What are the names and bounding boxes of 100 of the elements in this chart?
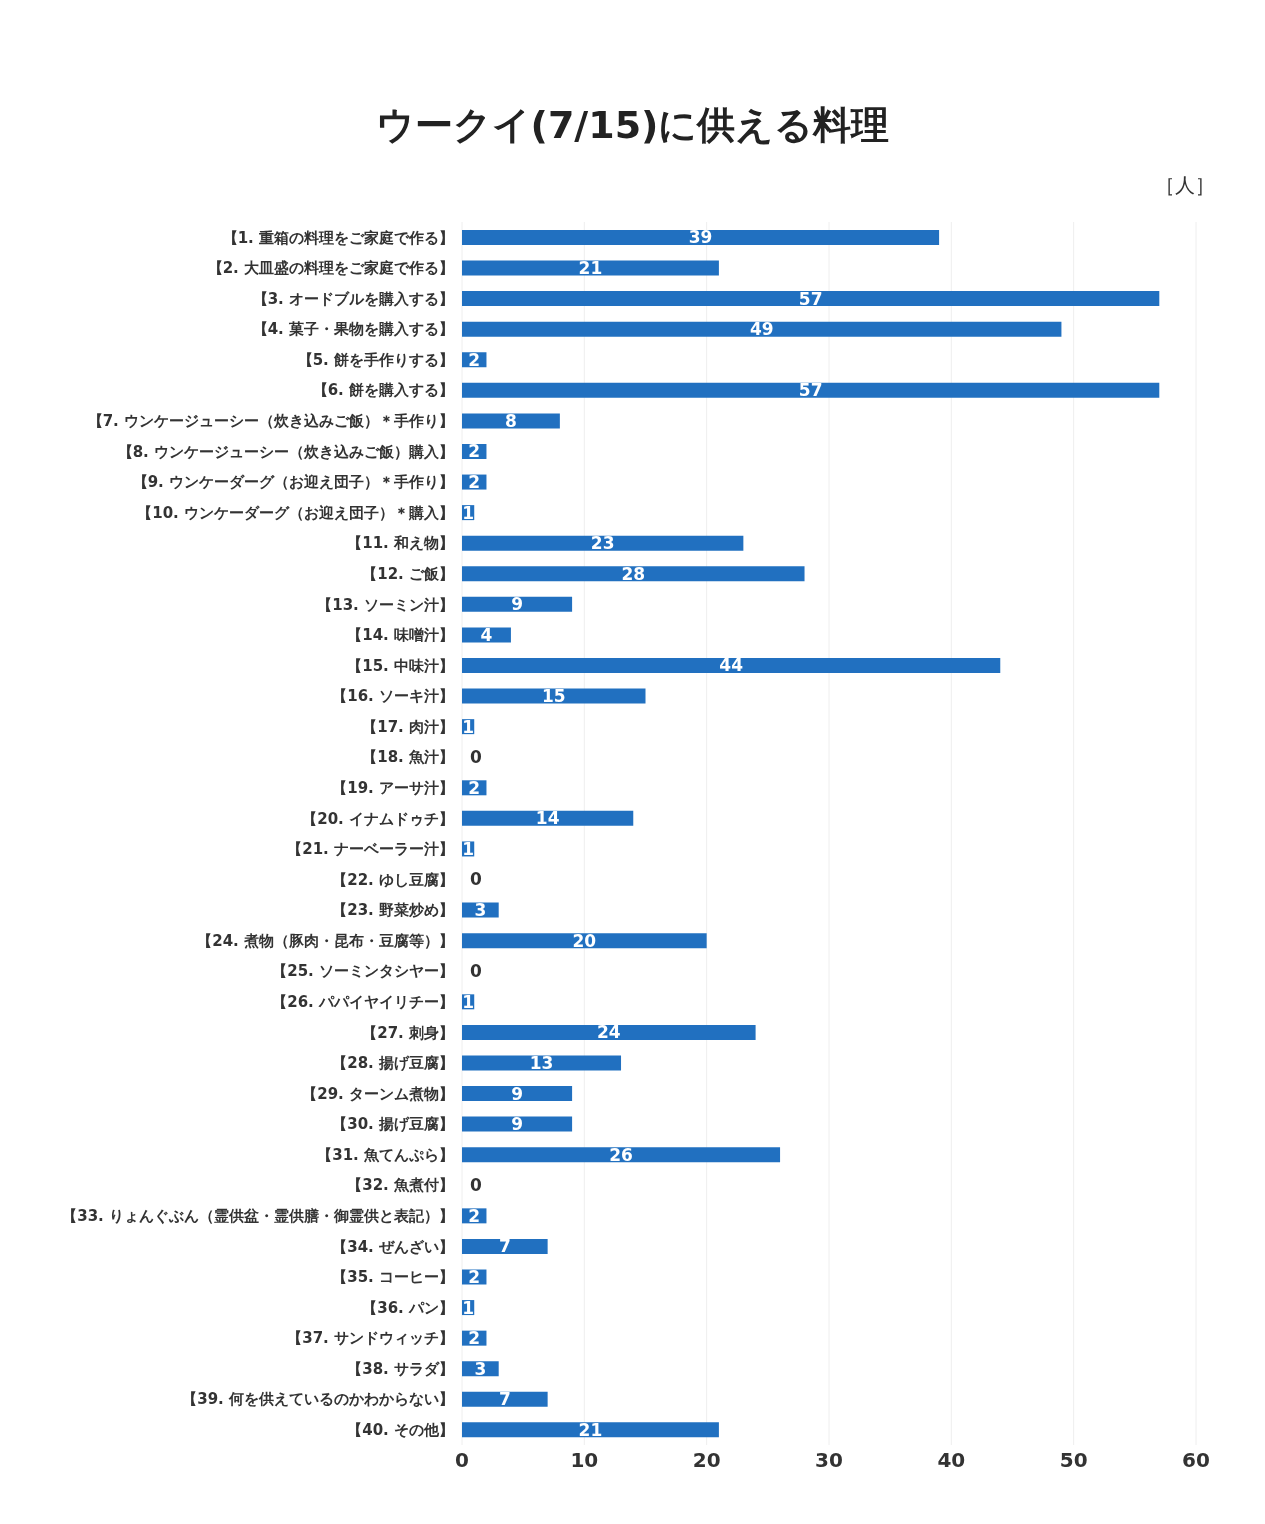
bar — [462, 1147, 781, 1163]
y-tick-label: 【1. 重箱の料理をご家庭で作る】 — [222, 228, 454, 247]
y-tick-label: 【4. 菓子・果物を購入する】 — [252, 320, 454, 339]
bar — [462, 321, 1062, 337]
data-label: 0 — [470, 1175, 482, 1196]
data-label: 7 — [498, 1236, 511, 1257]
y-tick-label: 【29. ターンム煮物】 — [302, 1084, 454, 1103]
data-label: 2 — [468, 1205, 481, 1226]
bar — [462, 1116, 573, 1132]
y-tick-label: 【10. ウンケーダーグ（お迎え団子）＊購入】 — [137, 503, 454, 522]
bar — [462, 1055, 622, 1071]
data-label: 1 — [462, 991, 475, 1012]
y-tick-label: 【20. イナムドゥチ】 — [302, 809, 454, 828]
y-tick-label: 【7. ウンケージューシー（炊き込みご飯）＊手作り】 — [87, 412, 454, 431]
y-tick-label: 【30. 揚げ豆腐】 — [332, 1115, 454, 1134]
y-tick-label: 【37. サンドウィッチ】 — [287, 1329, 454, 1348]
y-tick-label: 【32. 魚煮付】 — [347, 1176, 454, 1195]
x-tick-label: 60 — [1182, 1448, 1210, 1473]
y-tick-label: 【14. 味噌汁】 — [347, 626, 454, 645]
data-label: 44 — [719, 655, 744, 676]
y-tick-label: 【39. 何を供えているのかわからない】 — [182, 1390, 454, 1409]
y-tick-label: 【26. パパイヤイリチー】 — [272, 992, 454, 1011]
bar — [462, 382, 1160, 398]
y-tick-label: 【2. 大皿盛の料理をご家庭で作る】 — [207, 259, 454, 278]
data-label: 1 — [462, 716, 475, 737]
data-label: 21 — [578, 1419, 603, 1440]
bar — [462, 413, 560, 429]
data-label: 20 — [572, 930, 597, 951]
y-tick-label: 【25. ソーミンタシヤー】 — [272, 962, 454, 981]
x-tick-label: 20 — [692, 1448, 721, 1473]
y-tick-label: 【11. 和え物】 — [347, 534, 454, 553]
y-tick-label: 【6. 餅を購入する】 — [312, 381, 454, 400]
data-label: 49 — [749, 319, 774, 340]
bar — [462, 1086, 573, 1102]
y-tick-label: 【35. コーヒー】 — [332, 1268, 454, 1287]
y-tick-label: 【3. オードブルを購入する】 — [252, 289, 454, 308]
x-tick-label: 10 — [570, 1448, 599, 1473]
y-tick-label: 【16. ソーキ汁】 — [332, 687, 454, 706]
x-tick-label: 40 — [937, 1448, 966, 1473]
y-tick-label: 【28. 揚げ豆腐】 — [332, 1054, 454, 1073]
data-label: 15 — [541, 686, 566, 707]
data-label: 2 — [468, 777, 481, 798]
chart-title: ウークイ(7/15)に供える料理 — [374, 102, 891, 149]
y-tick-label: 【31. 魚てんぷら】 — [317, 1145, 454, 1164]
y-tick-label: 【19. アーサ汁】 — [332, 778, 454, 797]
x-tick-label: 50 — [1059, 1448, 1088, 1473]
data-label: 57 — [798, 288, 823, 309]
data-label: 2 — [468, 441, 481, 462]
y-tick-label: 【38. サラダ】 — [347, 1359, 454, 1378]
data-label: 0 — [470, 869, 482, 890]
bar — [462, 260, 719, 276]
y-tick-label: 【23. 野菜炒め】 — [332, 901, 454, 920]
y-tick-label: 【21. ナーベーラー汁】 — [287, 840, 454, 859]
data-label: 1 — [462, 838, 475, 859]
data-label: 2 — [468, 1328, 481, 1349]
y-tick-label: 【40. その他】 — [347, 1421, 454, 1440]
data-label: 2 — [468, 349, 481, 370]
y-tick-label: 【8. ウンケージューシー（炊き込みご飯）購入】 — [117, 442, 454, 461]
data-label: 21 — [578, 258, 603, 279]
data-label: 24 — [596, 1022, 621, 1043]
data-label: 2 — [468, 1267, 481, 1287]
bar — [462, 291, 1160, 307]
data-label: 14 — [535, 808, 560, 829]
y-tick-label: 【33. りょんぐぶん（霊供盆・霊供膳・御霊供と表記）】 — [62, 1207, 454, 1226]
data-label: 39 — [688, 227, 713, 248]
y-tick-label: 【34. ぜんざい】 — [332, 1237, 454, 1256]
bar — [462, 1024, 756, 1040]
y-tick-label: 【17. 肉汁】 — [362, 717, 454, 736]
bar — [462, 1422, 719, 1438]
y-tick-label: 【9. ウンケーダーグ（お迎え団子）＊手作り】 — [132, 473, 454, 492]
data-label: 57 — [798, 380, 823, 401]
y-tick-label: 【12. ご飯】 — [362, 564, 454, 583]
data-label: 9 — [511, 1083, 523, 1104]
data-label: 1 — [462, 502, 475, 523]
data-label: 0 — [470, 961, 482, 982]
data-label: 3 — [474, 900, 487, 921]
data-label: 28 — [621, 563, 646, 584]
x-tick-label: 30 — [815, 1448, 843, 1473]
bar — [462, 1391, 548, 1407]
data-label: 4 — [480, 624, 493, 645]
y-tick-label: 【15. 中味汁】 — [347, 656, 454, 675]
x-tick-label: 0 — [455, 1448, 469, 1473]
data-label: 7 — [498, 1389, 511, 1410]
y-tick-label: 【27. 刺身】 — [362, 1023, 454, 1042]
bar — [462, 596, 573, 612]
bar — [462, 535, 744, 551]
bar — [462, 810, 634, 826]
y-tick-label: 【18. 魚汁】 — [362, 748, 454, 767]
bar — [462, 229, 940, 245]
data-label: 2 — [468, 472, 481, 493]
data-label: 23 — [590, 533, 615, 554]
bar — [462, 933, 707, 949]
data-label: 26 — [609, 1144, 633, 1165]
data-label: 0 — [470, 747, 482, 768]
unit-note: ［人］ — [1155, 172, 1215, 199]
data-label: 9 — [511, 594, 523, 615]
bar — [462, 658, 1001, 673]
data-label: 1 — [462, 1297, 475, 1318]
y-tick-label: 【5. 餅を手作りする】 — [297, 350, 454, 369]
data-label: 9 — [511, 1114, 523, 1135]
